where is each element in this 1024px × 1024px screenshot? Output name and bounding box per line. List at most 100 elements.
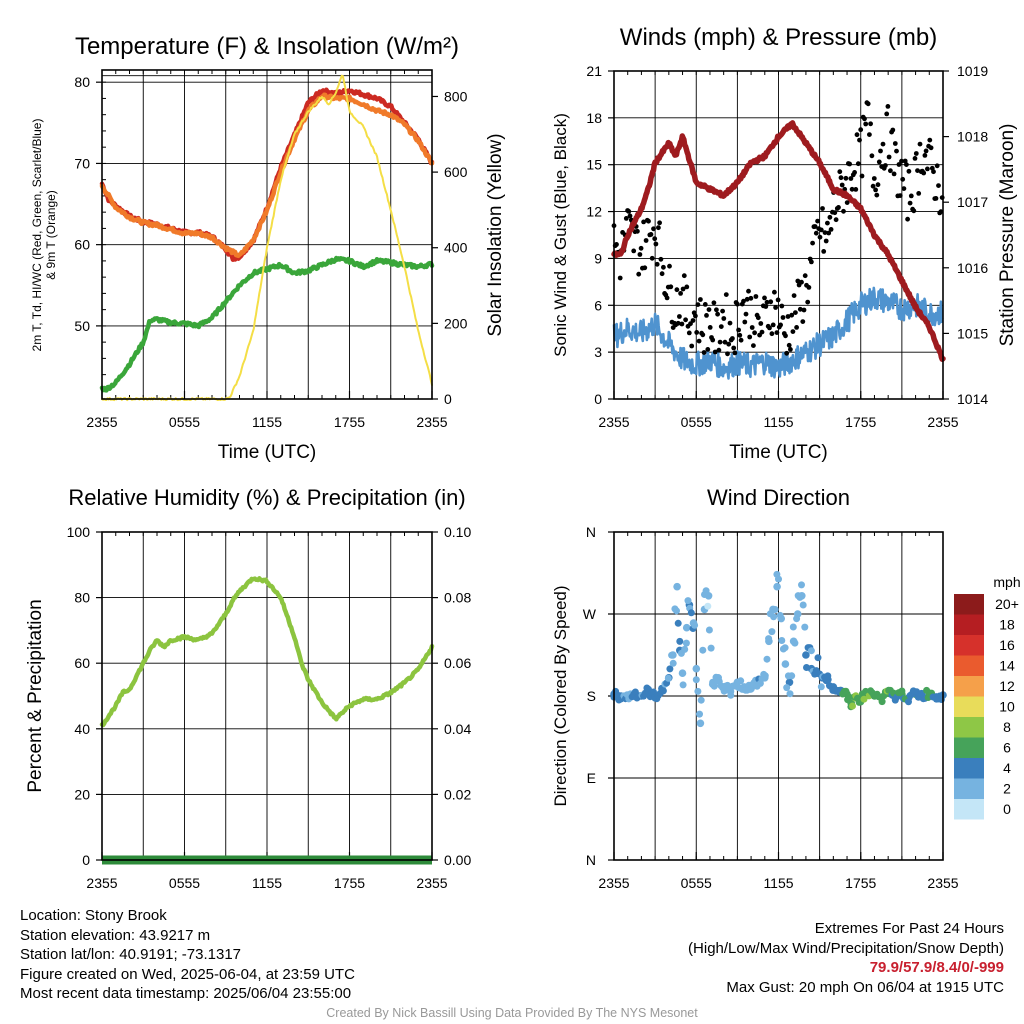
- gust-point: [718, 324, 724, 329]
- gust-point: [725, 351, 730, 357]
- gust-point: [902, 158, 908, 164]
- gust-point: [921, 170, 927, 176]
- gust-point: [755, 315, 761, 321]
- y-tick-label: 40: [74, 721, 90, 737]
- y-axis-label: & 9m T (Orange): [44, 190, 58, 280]
- gust-point: [794, 325, 799, 330]
- y-right-tick-label: 400: [444, 240, 468, 256]
- gust-point: [789, 312, 795, 318]
- gust-point: [753, 294, 759, 299]
- chart-title: Winds (mph) & Pressure (mb): [620, 24, 937, 51]
- direction-point: [676, 637, 684, 645]
- gust-point: [717, 339, 723, 345]
- plot-border: [613, 531, 944, 861]
- gust-point: [652, 236, 658, 242]
- gust-point: [712, 349, 718, 355]
- direction-point: [697, 696, 705, 704]
- direction-point: [659, 687, 667, 695]
- gust-point: [891, 171, 897, 177]
- gust-point: [694, 330, 700, 335]
- legend-label: 20+: [995, 596, 1019, 612]
- x-tick-label: 2355: [416, 875, 447, 891]
- y-tick-label: E: [587, 770, 596, 786]
- gust-point: [904, 162, 909, 168]
- y-right-tick-label: 1015: [957, 325, 988, 341]
- y-right-tick-label: 1018: [957, 129, 988, 145]
- gust-point: [837, 169, 843, 175]
- gust-point: [927, 137, 933, 143]
- direction-point: [817, 683, 825, 691]
- gust-point: [769, 331, 775, 337]
- direction-point: [692, 664, 701, 673]
- y-right-tick-label: 0.06: [444, 655, 471, 671]
- x-tick-label: 0555: [169, 414, 200, 430]
- created-text: Figure created on Wed, 2025-06-04, at 23…: [20, 965, 355, 983]
- gust-point: [738, 337, 744, 343]
- gust-point: [923, 148, 929, 154]
- legend-label: 16: [999, 637, 1015, 653]
- y-tick-label: 18: [586, 110, 602, 126]
- x-tick-label: 2355: [416, 414, 447, 430]
- y-right-tick-label: 0.02: [444, 786, 471, 802]
- gust-point: [849, 186, 855, 192]
- y-right-tick-label: 0.04: [444, 721, 471, 737]
- gust-point: [884, 111, 890, 117]
- direction-point: [763, 655, 771, 663]
- gust-point: [805, 299, 811, 305]
- y-tick-label: 70: [74, 155, 90, 171]
- gust-point: [751, 343, 756, 348]
- gust-point: [797, 306, 803, 312]
- direction-point: [668, 651, 676, 659]
- gust-point: [689, 343, 695, 349]
- gust-point: [809, 259, 814, 265]
- y-tick-label: 21: [586, 63, 602, 79]
- gust-point: [683, 317, 688, 323]
- gust-point: [681, 273, 687, 279]
- gust-point: [627, 213, 633, 219]
- gust-point: [675, 320, 681, 326]
- y-right-tick-label: 0: [444, 391, 452, 407]
- gust-point: [826, 230, 832, 236]
- gust-point: [817, 234, 823, 240]
- gust-point: [844, 200, 850, 206]
- y-tick-label: 0: [82, 852, 90, 868]
- gust-point: [772, 289, 777, 295]
- direction-point: [789, 623, 797, 631]
- direction-point: [770, 613, 778, 621]
- direction-point: [860, 695, 868, 703]
- x-tick-label: 0555: [681, 414, 712, 430]
- x-tick-label: 1755: [334, 414, 365, 430]
- gust-point: [907, 200, 913, 206]
- gust-point: [678, 291, 683, 296]
- gust-point: [722, 339, 728, 345]
- gust-point: [626, 209, 632, 214]
- direction-point: [737, 677, 745, 685]
- direction-point: [796, 593, 804, 601]
- series-line-relative-humidity: [99, 576, 435, 728]
- series-line-td: [99, 255, 435, 393]
- direction-point: [786, 690, 794, 698]
- direction-point: [775, 575, 782, 583]
- gust-point: [684, 284, 690, 290]
- gust-point: [906, 168, 912, 174]
- gust-point: [623, 216, 629, 221]
- gust-point: [714, 307, 719, 313]
- y-tick-label: 6: [594, 297, 602, 313]
- gust-point: [774, 330, 780, 335]
- direction-point: [678, 669, 687, 677]
- gust-point: [735, 301, 740, 307]
- y-tick-label: W: [583, 606, 597, 622]
- legend-label: 4: [1003, 760, 1011, 776]
- plot-border: [101, 69, 433, 400]
- gust-point: [677, 314, 682, 319]
- direction-point: [691, 621, 699, 629]
- gust-point: [867, 132, 872, 138]
- gust-point: [786, 342, 792, 348]
- x-tick-label: 2355: [927, 875, 958, 891]
- direction-point: [673, 607, 680, 615]
- gust-point: [747, 334, 753, 340]
- gust-point: [710, 337, 716, 343]
- extremes-title: Extremes For Past 24 Hours: [814, 920, 1004, 937]
- gust-point: [762, 295, 767, 301]
- gust-point: [853, 187, 859, 192]
